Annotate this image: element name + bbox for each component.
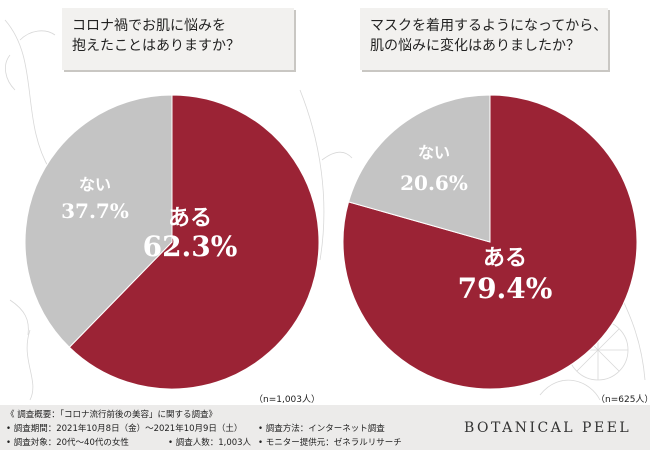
sample-size-right: （n=625人） <box>596 395 650 405</box>
survey-period: • 調査期間：2021年10月8日（金）〜2021年10月9日（土） <box>6 424 243 434</box>
pie2-category-label-yes: ある <box>483 245 527 271</box>
question-right-line2: 肌の悩みに変化はありましたか？ <box>370 38 580 54</box>
survey-footer: 《 調査概要：「コロナ流行前後の美容」に関する調査》 • 調査期間：2021年1… <box>0 405 650 450</box>
question-left-line2: 抱えたことはありますか？ <box>72 38 240 54</box>
survey-title: 《 調査概要：「コロナ流行前後の美容」に関する調査》 <box>6 410 217 420</box>
pie1-category-label-no: ない <box>79 175 111 194</box>
pie1-slice-yes <box>68 94 320 390</box>
pie1-category-label-yes: ある <box>168 205 212 231</box>
brand-logo-text: BOTANICAL PEEL <box>464 420 632 436</box>
survey-method: • 調査方法：インターネット調査 <box>258 424 385 434</box>
pie2-category-label-no: ない <box>418 143 450 162</box>
question-right-line1: マスクを着用するようになってから、 <box>370 18 608 34</box>
pie2-slice-no <box>347 94 491 243</box>
survey-respondents: • 調査人数：1,003人 <box>168 438 252 448</box>
pie1-value-label-yes: 62.3% <box>143 230 238 263</box>
pie1-slice-no <box>24 94 173 348</box>
survey-provider: • モニター提供元：ゼネラルリサーチ <box>258 438 402 448</box>
pie2-value-label-yes: 79.4% <box>458 272 553 305</box>
survey-target: • 調査対象：20代〜40代の女性 <box>6 438 129 448</box>
sample-size-left: （n=1,003人） <box>254 395 321 405</box>
pie1-value-label-no: 37.7% <box>61 199 129 223</box>
question-box-right: マスクを着用するようになってから、 肌の悩みに変化はありましたか？ <box>360 8 608 70</box>
question-left-line1: コロナ禍でお肌に悩みを <box>72 18 226 34</box>
question-box-left: コロナ禍でお肌に悩みを 抱えたことはありますか？ <box>62 8 294 70</box>
pie2-value-label-no: 20.6% <box>400 171 468 195</box>
